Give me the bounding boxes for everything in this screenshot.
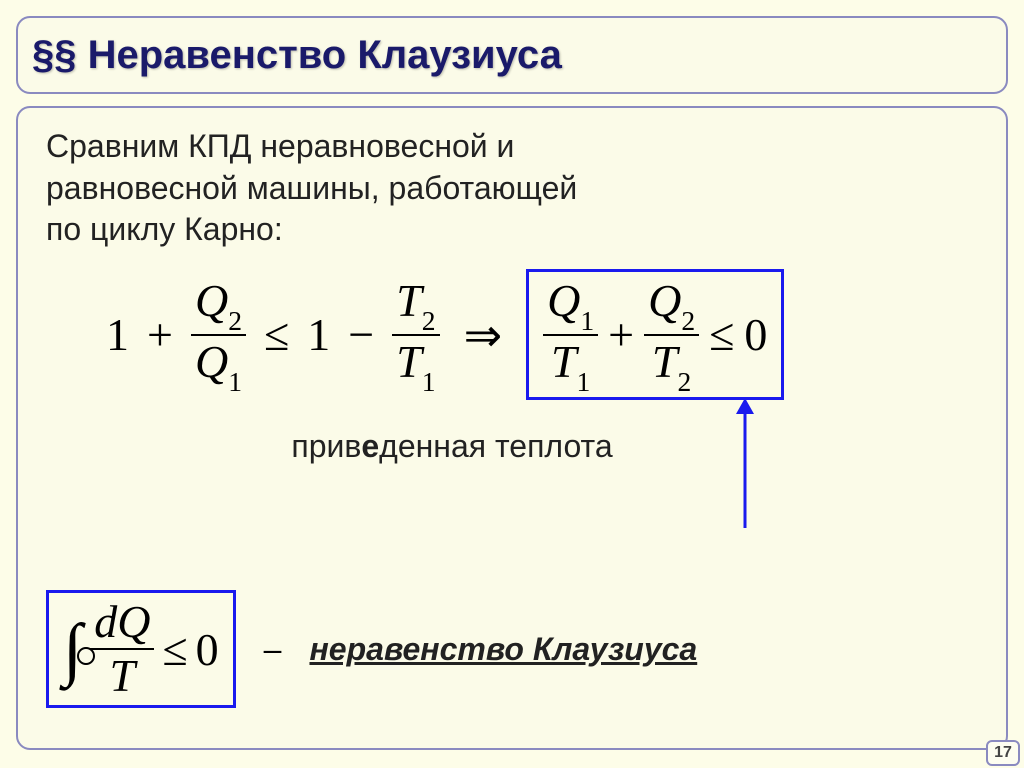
minus-sign: −: [348, 308, 374, 361]
page-title: §§ Неравенство Клаузиуса: [32, 33, 562, 78]
clausius-inequality-row: ∫ dQ T ≤ 0 – неравенство Клаузиуса: [46, 590, 697, 708]
q1-sym: Q: [195, 336, 228, 387]
boxed-formula-bottom: ∫ dQ T ≤ 0: [46, 590, 236, 708]
t2-sub: 2: [422, 305, 436, 336]
q2-sym: Q: [195, 275, 228, 326]
bq2-sym: Q: [648, 275, 681, 326]
page-number: 17: [986, 740, 1020, 766]
dash: –: [264, 631, 282, 668]
arrow-up-icon: [730, 398, 760, 528]
zero-2: 0: [196, 623, 219, 676]
reduced-post: денная теплота: [379, 428, 612, 464]
intro-line-3: по циклу Карно:: [46, 211, 283, 247]
intro-line-2: равновесной машины, работающей: [46, 170, 577, 206]
fraction-t2-t1: T2 T1: [392, 278, 439, 392]
fraction-q2-q1: Q2 Q1: [191, 278, 246, 392]
plus-sign: +: [147, 308, 173, 361]
t-sym: T: [106, 653, 140, 699]
q2-sub: 2: [228, 305, 242, 336]
reduced-e: е: [361, 428, 379, 464]
implies-sign: ⇒: [464, 308, 503, 362]
boxed-formula-top: Q1 T1 + Q2 T2 ≤ 0: [526, 269, 784, 401]
bt2-sym: T: [652, 336, 678, 387]
clausius-label: неравенство Клаузиуса: [309, 631, 697, 668]
dq-sym: dQ: [90, 599, 154, 645]
title-container: §§ Неравенство Клаузиуса: [16, 16, 1008, 94]
intro-line-1: Сравним КПД неравновесной и: [46, 128, 514, 164]
le-sign-2: ≤: [709, 308, 734, 361]
content-container: Сравним КПД неравновесной и равновесной …: [16, 106, 1008, 750]
le-sign-1: ≤: [264, 308, 289, 361]
bt1-sub: 1: [577, 366, 591, 397]
contour-integral-icon: ∫: [63, 625, 82, 674]
intro-text: Сравним КПД неравновесной и равновесной …: [46, 126, 978, 251]
bt2-sub: 2: [678, 366, 692, 397]
one-mid: 1: [307, 308, 330, 361]
plus-sign-2: +: [608, 308, 634, 361]
fraction-q1-t1: Q1 T1: [543, 278, 598, 392]
t1-sym: T: [396, 336, 422, 387]
main-formula: 1 + Q2 Q1 ≤ 1 − T2 T1 ⇒ Q1 T1 + Q2 T2: [106, 269, 978, 401]
t2-sym: T: [396, 275, 422, 326]
t1-sub: 1: [422, 366, 436, 397]
bt1-sym: T: [551, 336, 577, 387]
reduced-pre: прив: [291, 428, 361, 464]
bq1-sub: 1: [580, 305, 594, 336]
le-sign-3: ≤: [162, 623, 187, 676]
bq1-sym: Q: [547, 275, 580, 326]
bq2-sub: 2: [681, 305, 695, 336]
one-left: 1: [106, 308, 129, 361]
reduced-heat-label: приведенная теплота: [0, 428, 978, 465]
fraction-q2-t2: Q2 T2: [644, 278, 699, 392]
fraction-dq-t: dQ T: [90, 599, 154, 699]
zero-1: 0: [744, 308, 767, 361]
q1-sub: 1: [228, 366, 242, 397]
